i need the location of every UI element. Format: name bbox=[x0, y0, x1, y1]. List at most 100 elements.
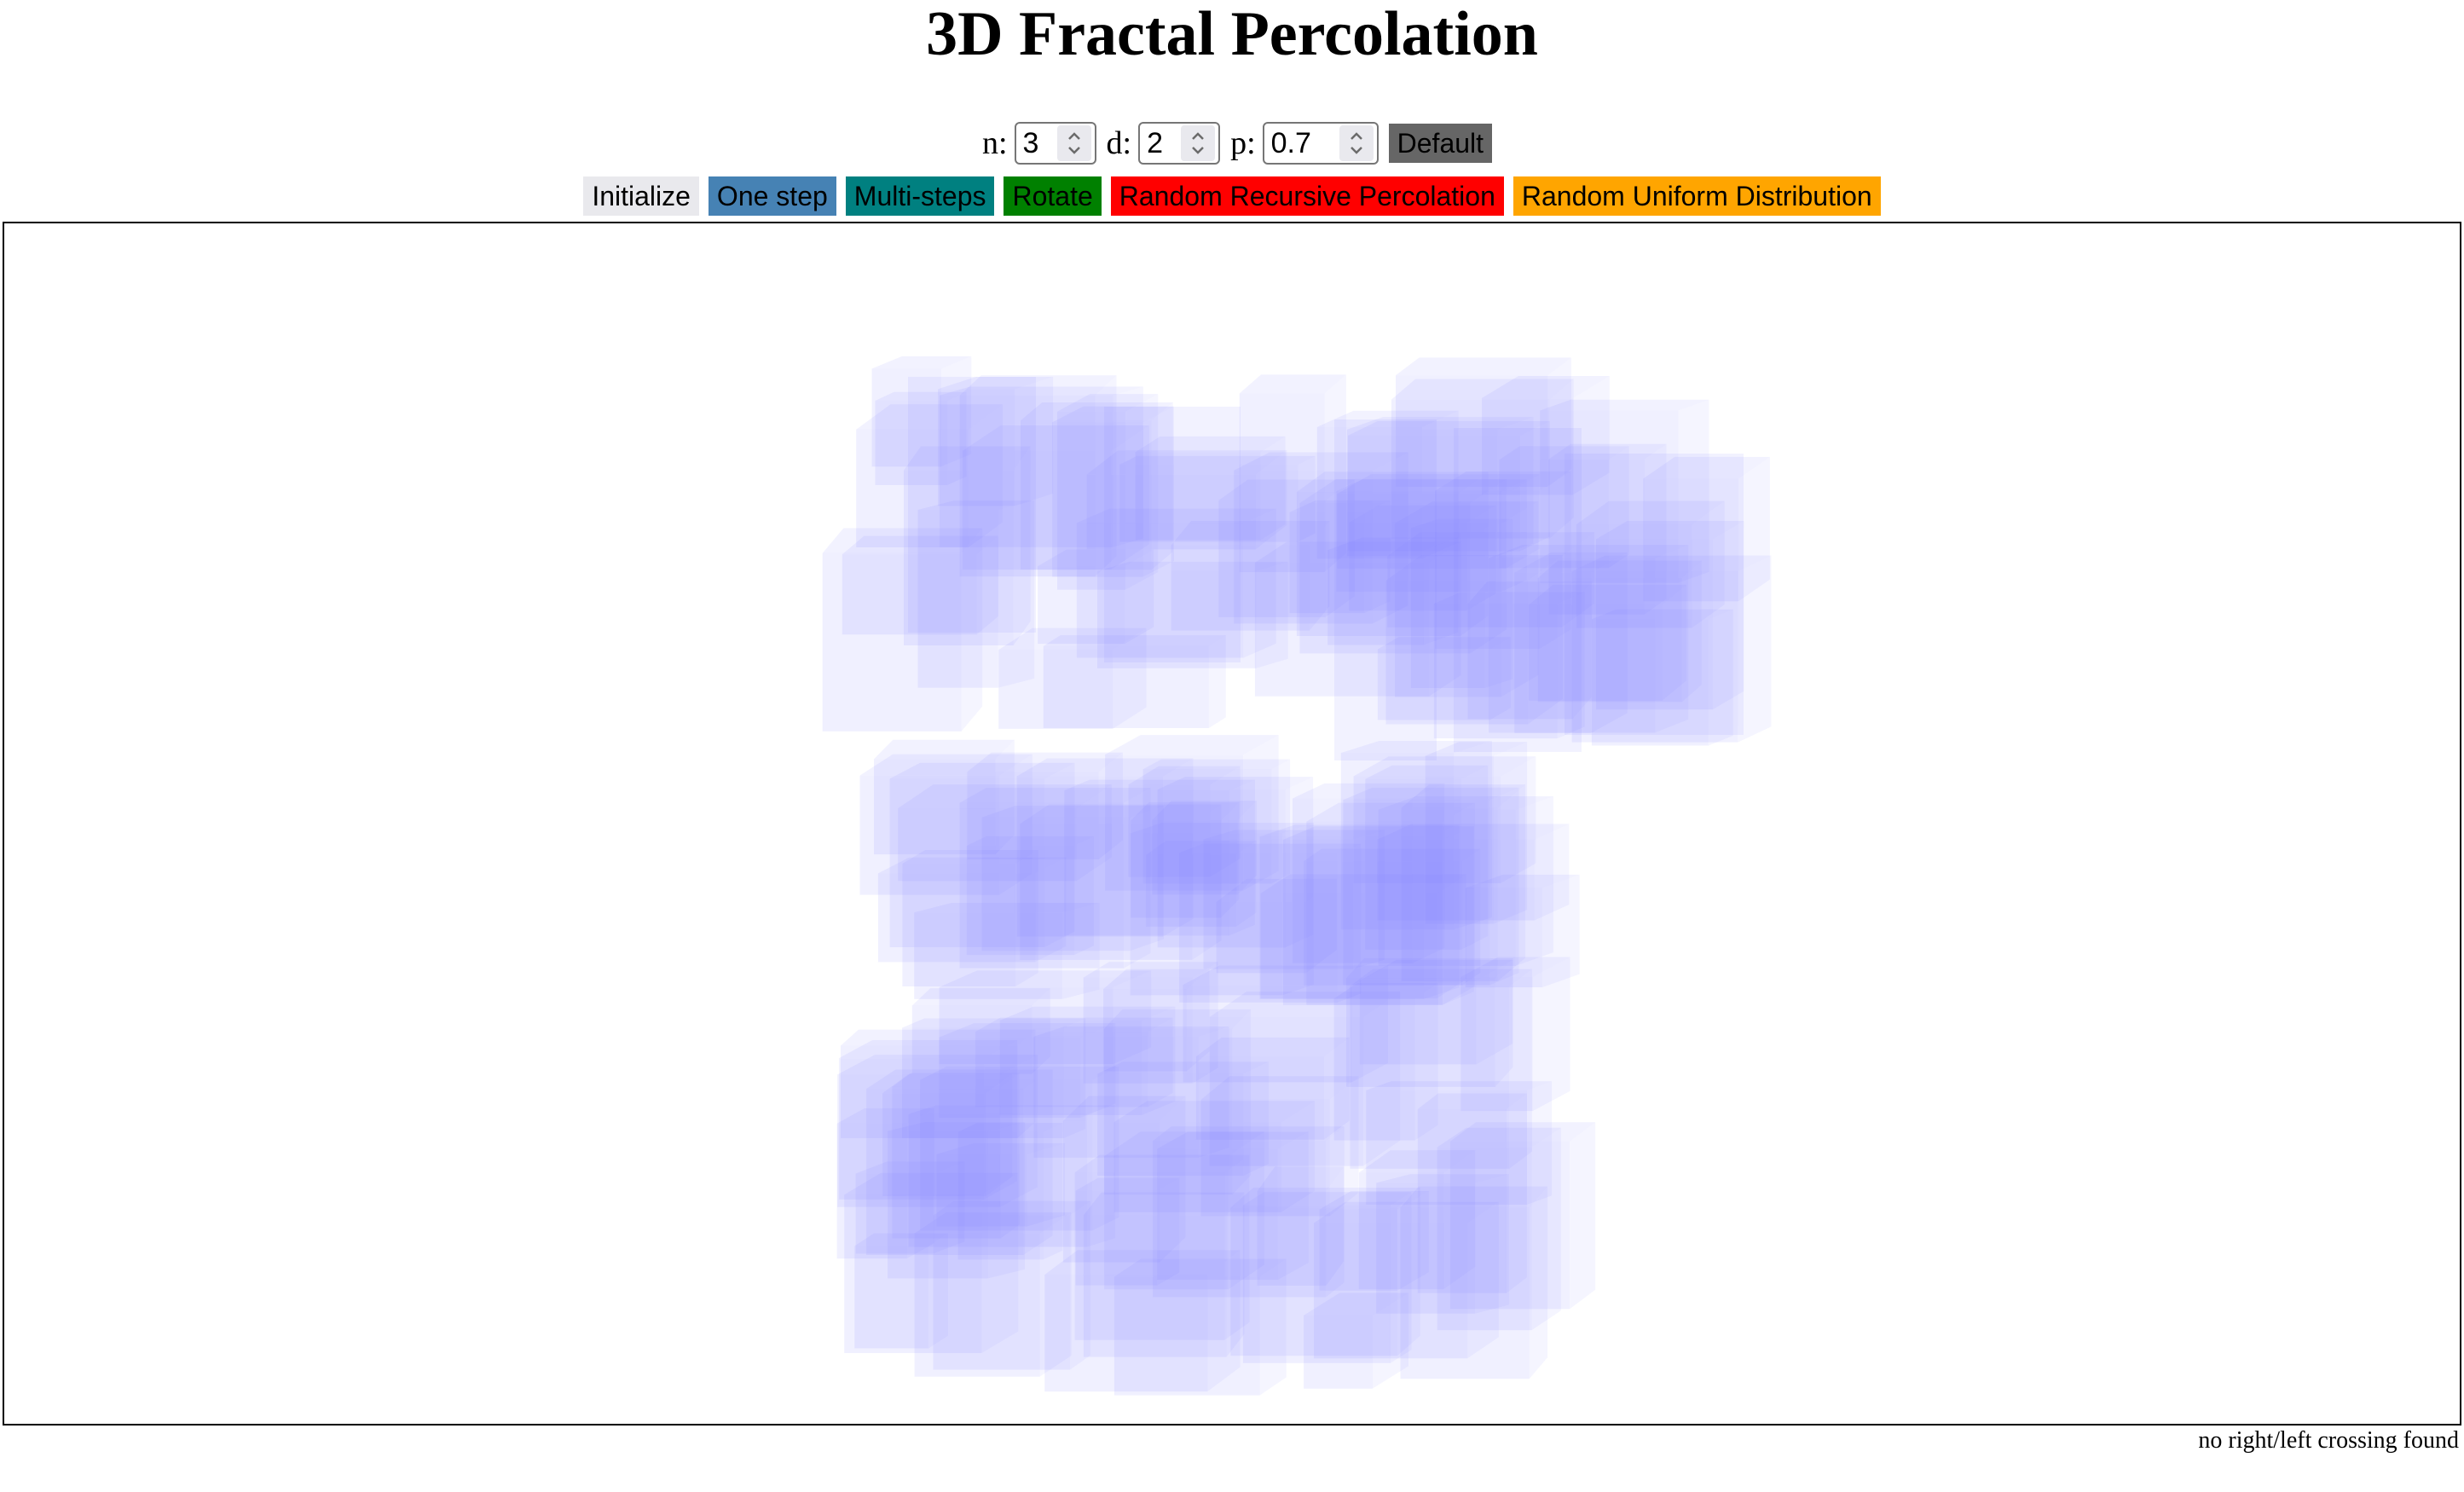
cube-face bbox=[981, 805, 1164, 818]
cube-face bbox=[855, 1161, 965, 1174]
cube-face bbox=[873, 739, 1015, 760]
cube-face bbox=[1314, 1223, 1468, 1359]
cube-face bbox=[1209, 1017, 1363, 1166]
cube-face bbox=[1306, 802, 1475, 822]
cube-face bbox=[1394, 501, 1539, 523]
cube-face bbox=[1570, 1122, 1596, 1310]
cube-face bbox=[1390, 1192, 1412, 1363]
cube-face bbox=[844, 1172, 1019, 1195]
multi-steps-button[interactable]: Multi-steps bbox=[845, 176, 995, 216]
cube-face bbox=[1644, 443, 1667, 615]
cube-face bbox=[1395, 357, 1571, 376]
d-spinner[interactable] bbox=[1181, 125, 1216, 161]
n-input[interactable]: 3 bbox=[1014, 122, 1096, 165]
cube bbox=[873, 739, 1015, 855]
cube-face bbox=[1337, 474, 1540, 494]
initialize-button[interactable]: Initialize bbox=[583, 176, 699, 216]
cube-face bbox=[1387, 556, 1562, 627]
cube bbox=[914, 1212, 1072, 1377]
cube-face bbox=[859, 754, 1032, 776]
cube-face bbox=[1243, 508, 1276, 658]
cube bbox=[839, 1039, 1018, 1200]
cube-face bbox=[1326, 1166, 1345, 1286]
render-canvas[interactable] bbox=[3, 222, 2461, 1425]
random-recursive-percolation-button[interactable]: Random Recursive Percolation bbox=[1110, 176, 1504, 216]
cube-face bbox=[1057, 411, 1125, 590]
cube bbox=[1467, 581, 1593, 720]
cube bbox=[1062, 1096, 1186, 1263]
cube-face bbox=[1113, 1101, 1316, 1123]
cube bbox=[841, 1029, 1036, 1138]
random-uniform-distribution-button[interactable]: Random Uniform Distribution bbox=[1513, 176, 1881, 216]
cube-face bbox=[1111, 425, 1149, 570]
cube-face bbox=[877, 857, 1067, 874]
cube bbox=[1514, 552, 1628, 733]
cube-face bbox=[1506, 1093, 1527, 1293]
cube bbox=[1216, 878, 1337, 974]
cube-face bbox=[1350, 969, 1532, 986]
cube-face bbox=[1514, 552, 1628, 573]
n-spinner[interactable] bbox=[1056, 125, 1091, 161]
cube-face bbox=[859, 775, 1000, 895]
cube-face bbox=[1528, 584, 1687, 605]
cube-face bbox=[882, 1093, 986, 1196]
cube-face bbox=[1353, 776, 1501, 883]
cube-face bbox=[1186, 969, 1210, 1072]
cube-face bbox=[1296, 471, 1489, 493]
cube-face bbox=[1365, 765, 1489, 779]
cube-face bbox=[1135, 452, 1261, 541]
cube-face bbox=[1449, 1122, 1596, 1142]
cube-face bbox=[1678, 399, 1709, 583]
cube-face bbox=[1454, 428, 1582, 752]
cube bbox=[1142, 759, 1291, 884]
cube-face bbox=[1347, 420, 1550, 436]
cube-face bbox=[1200, 1099, 1330, 1217]
cube bbox=[1257, 1166, 1345, 1286]
cube-face bbox=[1489, 637, 1511, 720]
cube bbox=[1353, 756, 1536, 883]
cube bbox=[914, 903, 1100, 999]
cube-face bbox=[871, 356, 972, 369]
cube-face bbox=[1325, 479, 1355, 617]
cube-face bbox=[854, 1233, 948, 1246]
status-message: no right/left crossing found bbox=[2198, 1427, 2459, 1454]
cube-face bbox=[1591, 619, 1709, 746]
cube-face bbox=[1157, 1131, 1309, 1149]
cube-face bbox=[1027, 1142, 1066, 1227]
cube-face bbox=[1104, 1156, 1229, 1290]
default-button[interactable]: Default bbox=[1388, 124, 1493, 163]
d-input[interactable]: 2 bbox=[1138, 122, 1221, 165]
cube-face bbox=[940, 395, 1113, 547]
cube-face bbox=[936, 1154, 1027, 1227]
cube-face bbox=[914, 903, 1100, 913]
cube-face bbox=[1527, 555, 1564, 725]
cube bbox=[1209, 992, 1401, 1166]
cube-face bbox=[1343, 787, 1519, 801]
cube-face bbox=[1385, 580, 1528, 725]
rotate-button[interactable]: Rotate bbox=[1004, 176, 1102, 216]
cube-face bbox=[1242, 1192, 1412, 1206]
cube-face bbox=[1484, 518, 1513, 689]
cube bbox=[1105, 735, 1279, 891]
cube-face bbox=[875, 401, 948, 485]
cube bbox=[888, 1122, 1026, 1279]
cube-face bbox=[1075, 1177, 1180, 1191]
cube-face bbox=[1195, 1056, 1324, 1140]
p-spinner[interactable] bbox=[1339, 125, 1374, 161]
cube-face bbox=[1547, 357, 1571, 488]
cube-face bbox=[1377, 839, 1535, 921]
cube-face bbox=[1397, 1191, 1429, 1291]
spinner-arrows-icon bbox=[1192, 132, 1204, 154]
one-step-button[interactable]: One step bbox=[708, 176, 836, 216]
cube-face bbox=[1243, 1061, 1270, 1177]
cube-face bbox=[1572, 376, 1610, 495]
fractal-cubes-rendering[interactable] bbox=[4, 223, 2460, 1424]
p-input[interactable]: 0.7 bbox=[1262, 122, 1379, 165]
cube-face bbox=[1548, 459, 1645, 615]
cube bbox=[1314, 1201, 1499, 1359]
cube-face bbox=[1571, 555, 1772, 572]
cube-face bbox=[1425, 742, 1528, 756]
cube-face bbox=[1044, 1275, 1208, 1392]
p-value: 0.7 bbox=[1270, 126, 1311, 159]
cube-face bbox=[1358, 1150, 1476, 1173]
